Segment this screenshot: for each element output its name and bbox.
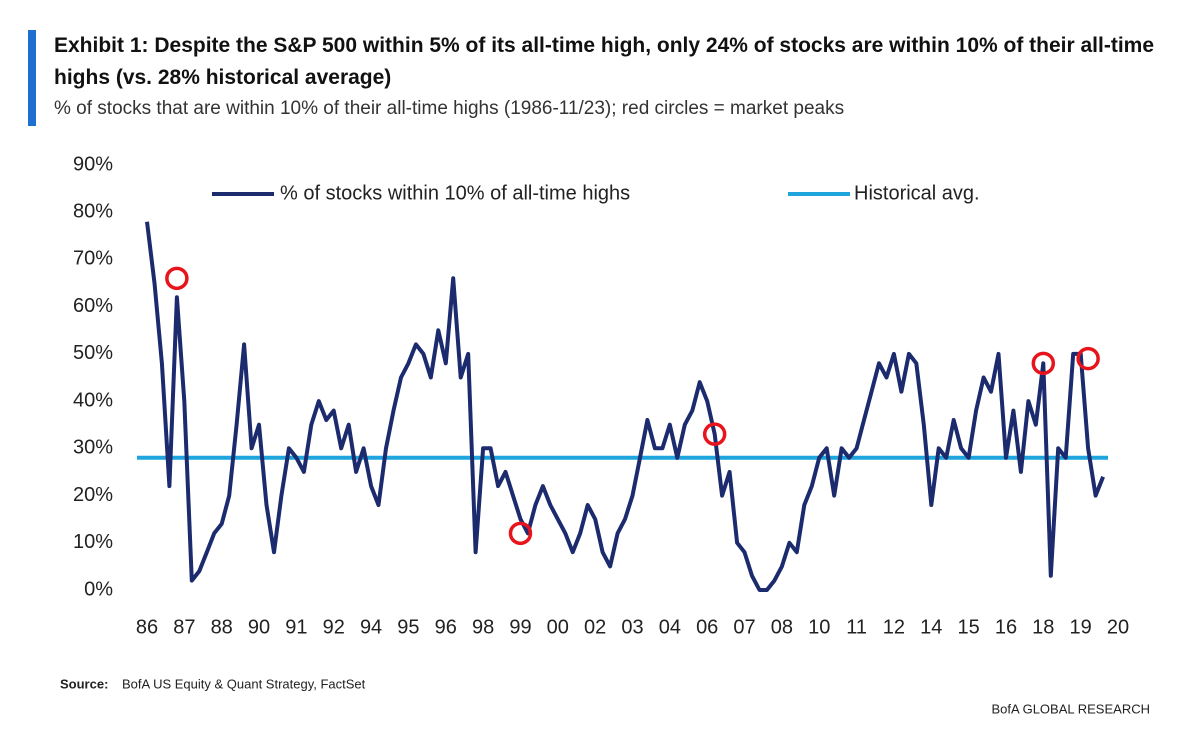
branding: BofA GLOBAL RESEARCH — [992, 701, 1150, 716]
y-tick-label: 50% — [73, 342, 113, 364]
x-tick-label: 96 — [435, 616, 457, 638]
accent-bar — [28, 30, 36, 126]
x-tick-label: 19 — [1070, 616, 1092, 638]
x-tick-label: 08 — [771, 616, 793, 638]
x-tick-label: 07 — [733, 616, 755, 638]
x-tick-label: 11 — [846, 616, 867, 638]
legend-label: % of stocks within 10% of all-time highs — [280, 182, 630, 204]
x-tick-label: 87 — [173, 616, 195, 638]
y-tick-label: 10% — [73, 531, 113, 553]
x-tick-label: 10 — [808, 616, 830, 638]
peak-marker — [508, 521, 533, 546]
peak-marker — [702, 422, 727, 446]
y-tick-label: 80% — [73, 201, 113, 223]
x-tick-label: 86 — [136, 616, 158, 638]
y-tick-label: 40% — [73, 389, 113, 411]
x-tick-label: 06 — [696, 616, 718, 638]
x-tick-label: 90 — [248, 616, 270, 638]
x-tick-label: 20 — [1107, 616, 1129, 638]
y-tick-label: 20% — [73, 484, 113, 506]
x-tick-label: 88 — [211, 616, 233, 638]
peak-marker — [165, 266, 189, 291]
peak-marker — [1076, 346, 1100, 371]
x-tick-label: 16 — [995, 616, 1017, 638]
y-tick-label: 60% — [73, 295, 113, 317]
x-tick-label: 12 — [883, 616, 905, 638]
x-tick-label: 00 — [547, 616, 569, 638]
x-tick-label: 03 — [621, 616, 643, 638]
x-tick-label: 18 — [1032, 616, 1054, 638]
x-tick-label: 15 — [957, 616, 979, 638]
x-tick-label: 02 — [584, 616, 606, 638]
chart-subtitle: % of stocks that are within 10% of their… — [54, 98, 845, 119]
x-tick-label: 91 — [285, 616, 307, 638]
x-tick-label: 14 — [920, 616, 942, 638]
data-line — [145, 221, 1105, 592]
legend-label: Historical avg. — [854, 182, 980, 204]
x-tick-label: 04 — [659, 616, 681, 638]
x-tick-label: 94 — [360, 616, 382, 638]
x-tick-label: 92 — [323, 616, 345, 638]
y-tick-label: 70% — [73, 248, 113, 270]
x-tick-label: 98 — [472, 616, 494, 638]
source-text: BofA US Equity & Quant Strategy, FactSet — [122, 676, 366, 691]
y-tick-label: 90% — [73, 153, 113, 175]
x-tick-label: 95 — [397, 616, 419, 638]
x-tick-label: 99 — [509, 616, 531, 638]
y-tick-label: 0% — [84, 578, 113, 600]
chart-title: Exhibit 1: Despite the S&P 500 within 5%… — [54, 34, 1155, 89]
source-label: Source: — [60, 676, 108, 691]
peak-marker — [1031, 351, 1056, 376]
y-tick-label: 30% — [73, 437, 113, 459]
